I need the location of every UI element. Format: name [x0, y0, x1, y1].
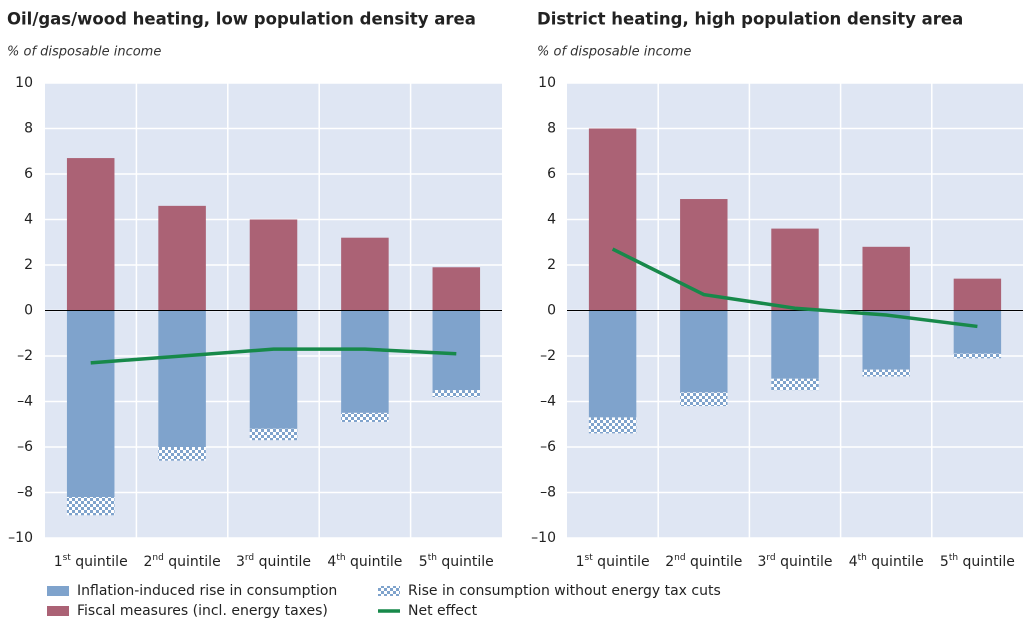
- y-tick-label: 2: [24, 257, 33, 273]
- x-tick-label: 1st quintile: [54, 553, 128, 571]
- legend-label: Inflation-induced rise in consumption: [77, 583, 337, 599]
- bar-segment: [432, 310, 481, 391]
- y-tick-label: 8: [547, 121, 556, 137]
- y-tick-label: 2: [547, 257, 556, 273]
- y-tick-label: 8: [24, 121, 33, 137]
- bar-segment: [862, 310, 910, 370]
- bar-segment: [680, 199, 728, 311]
- y-axis-unit: % of disposable income: [537, 45, 691, 60]
- y-tick-label: –2: [540, 348, 556, 364]
- y-tick-label: –6: [17, 439, 33, 455]
- y-tick-label: 0: [547, 303, 556, 319]
- y-tick-label: –2: [17, 348, 33, 364]
- legend-swatch: [47, 606, 69, 616]
- y-tick-label: –8: [540, 485, 556, 501]
- bar-segment: [862, 246, 910, 311]
- y-tick-label: 0: [24, 303, 33, 319]
- bar-segment: [66, 158, 115, 311]
- bar-segment: [680, 310, 728, 393]
- x-tick-label: 4th quintile: [849, 553, 924, 571]
- x-tick-label: 2nd quintile: [665, 553, 742, 571]
- bar-segment: [158, 447, 206, 461]
- chart-title: District heating, high population densit…: [537, 10, 963, 29]
- bar-segment: [249, 428, 298, 441]
- bar-segment: [158, 310, 206, 447]
- y-axis-unit: % of disposable income: [7, 45, 161, 60]
- x-tick-label: 1st quintile: [576, 553, 650, 571]
- bar-segment: [341, 310, 389, 413]
- bar-segment: [66, 497, 115, 516]
- bar-segment: [432, 390, 481, 397]
- x-tick-label: 5th quintile: [940, 553, 1015, 571]
- net-effect-line: [90, 347, 457, 365]
- y-tick-label: 4: [547, 212, 556, 228]
- y-tick-label: 10: [538, 75, 556, 91]
- y-tick-label: –10: [531, 530, 556, 546]
- legend-label: Rise in consumption without energy tax c…: [408, 583, 721, 599]
- bar-segment: [432, 267, 481, 311]
- legend-swatch: [47, 586, 69, 596]
- bar-segment: [341, 412, 389, 422]
- legend-label: Net effect: [408, 603, 478, 619]
- net-effect-line: [611, 247, 978, 329]
- bar-segment: [771, 378, 819, 391]
- y-tick-label: –10: [8, 530, 33, 546]
- bar-segment: [771, 310, 819, 379]
- x-tick-label: 4th quintile: [327, 553, 402, 571]
- x-tick-label: 2nd quintile: [143, 553, 220, 571]
- bar-segment: [341, 237, 389, 311]
- bar-segment: [953, 310, 1002, 354]
- bar-segment: [953, 353, 1002, 359]
- x-tick-label: 3rd quintile: [757, 553, 832, 571]
- bar-segment: [588, 128, 637, 311]
- bar-segment: [771, 228, 819, 311]
- legend-label: Fiscal measures (incl. energy taxes): [77, 603, 328, 619]
- bar-segment: [249, 219, 298, 311]
- bar-segment: [588, 417, 637, 434]
- bar-segment: [862, 369, 910, 377]
- x-tick-label: 5th quintile: [419, 553, 494, 571]
- y-tick-label: –6: [540, 439, 556, 455]
- bar-segment: [66, 310, 115, 498]
- y-tick-label: 4: [24, 212, 33, 228]
- y-tick-label: 6: [547, 166, 556, 182]
- bar-segment: [158, 205, 206, 311]
- bar-segment: [249, 310, 298, 429]
- y-tick-label: 6: [24, 166, 33, 182]
- bar-segment: [588, 310, 637, 418]
- legend-swatch: [378, 586, 400, 596]
- chart-title: Oil/gas/wood heating, low population den…: [7, 10, 476, 29]
- x-tick-label: 3rd quintile: [236, 553, 311, 571]
- y-tick-label: –4: [540, 394, 556, 410]
- bar-segment: [680, 392, 728, 407]
- y-tick-label: –8: [17, 485, 33, 501]
- y-tick-label: 10: [15, 75, 33, 91]
- bar-segment: [953, 278, 1002, 311]
- y-tick-label: –4: [17, 394, 33, 410]
